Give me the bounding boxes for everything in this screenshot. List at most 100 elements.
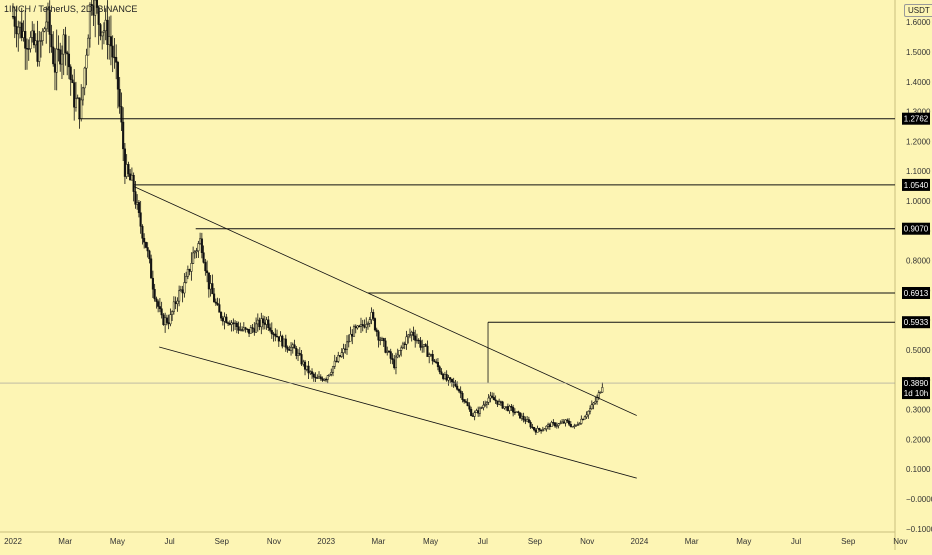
candle-body: [193, 251, 196, 254]
level-price-label: 0.9070: [904, 225, 929, 234]
candle-body: [575, 424, 578, 427]
candle-body: [165, 317, 168, 323]
candle-body: [102, 30, 105, 33]
candle-body: [349, 333, 352, 342]
candle-body: [499, 401, 502, 403]
candle-body: [239, 329, 242, 331]
candle-body: [333, 360, 336, 367]
candle-body: [590, 404, 593, 409]
candle-body: [515, 411, 518, 413]
candle-body: [443, 374, 446, 379]
candle-body: [209, 283, 212, 290]
candle-body: [321, 378, 324, 381]
candle-body: [288, 349, 291, 351]
candle-body: [302, 361, 305, 365]
candle-body: [185, 276, 188, 283]
candle-body: [38, 40, 41, 62]
candle-body: [456, 385, 459, 390]
candle-body: [323, 379, 326, 381]
candle-body: [382, 338, 385, 342]
candle-body: [186, 269, 189, 277]
candle-body: [533, 426, 536, 431]
candle-body: [162, 314, 165, 325]
candle-body: [64, 34, 67, 53]
candle-body: [31, 30, 34, 38]
candle-body: [71, 79, 74, 83]
candle-body: [564, 419, 567, 424]
time-tick-label: Sep: [841, 537, 856, 546]
candle-body: [373, 318, 377, 331]
currency-badge[interactable]: USDT: [904, 4, 932, 17]
candle-body: [55, 48, 58, 73]
level-price-tag: [902, 112, 930, 125]
candle-body: [436, 362, 439, 368]
candle-body: [519, 412, 522, 419]
candle-body: [32, 30, 36, 46]
candle-body: [76, 97, 79, 99]
candle-body: [589, 408, 592, 412]
candle-body: [545, 425, 548, 430]
candle-body: [414, 335, 417, 341]
candle-body: [361, 324, 364, 326]
candle-body: [561, 421, 564, 424]
level-price-label: 1.0540: [904, 181, 929, 190]
candle-body: [256, 319, 259, 325]
candle-body: [541, 429, 544, 432]
candle-body: [83, 67, 86, 89]
candle-body: [403, 343, 406, 345]
candle-body: [540, 429, 543, 432]
candle-body: [389, 351, 392, 359]
candle-body: [115, 57, 118, 63]
candle-body: [601, 387, 604, 393]
candle-body: [255, 323, 258, 333]
candle-body: [80, 99, 83, 119]
candle-body: [24, 31, 27, 49]
candle-body: [536, 428, 539, 433]
candle-body: [492, 397, 495, 401]
price-tick-label: −0.1000: [906, 525, 932, 534]
candle-body: [417, 339, 420, 342]
candle-body: [127, 164, 130, 175]
candle-body: [512, 407, 515, 413]
level-price-label: 0.5933: [904, 318, 929, 327]
candle-body: [211, 283, 214, 295]
candle-body: [78, 97, 81, 119]
candle-body: [270, 330, 273, 335]
candle-body: [176, 300, 179, 305]
candle-body: [218, 304, 221, 313]
candle-body: [202, 252, 205, 263]
price-tick-label: 1.3000: [906, 108, 931, 117]
candle-body: [232, 322, 235, 325]
candle-body: [592, 402, 595, 405]
candle-body: [85, 54, 88, 69]
lower-trendline: [159, 346, 637, 479]
level-price-tag: [902, 286, 930, 299]
candle-body: [576, 424, 579, 426]
candle-body: [435, 361, 438, 363]
candle-body: [421, 346, 424, 348]
candle-body: [120, 106, 123, 123]
candle-body: [281, 335, 284, 347]
candle-body: [569, 423, 572, 427]
candle-body: [73, 82, 76, 108]
candle-body: [242, 327, 245, 331]
current-price-tag: [902, 377, 930, 400]
time-tick-label: Mar: [372, 537, 386, 546]
candle-body: [62, 34, 65, 55]
candle-body: [171, 311, 174, 315]
candle-body: [422, 344, 425, 347]
time-tick-label: 2024: [631, 537, 649, 546]
candle-body: [146, 247, 149, 252]
candle-body: [151, 277, 154, 290]
candle-body: [15, 26, 18, 35]
time-tick-label: May: [110, 537, 125, 546]
candle-body: [527, 419, 530, 423]
candle-body: [405, 336, 408, 345]
candle-body: [188, 269, 191, 272]
candle-body: [345, 341, 349, 350]
candle-body: [67, 53, 71, 68]
candle-body: [81, 87, 84, 101]
candle-body: [263, 322, 266, 325]
